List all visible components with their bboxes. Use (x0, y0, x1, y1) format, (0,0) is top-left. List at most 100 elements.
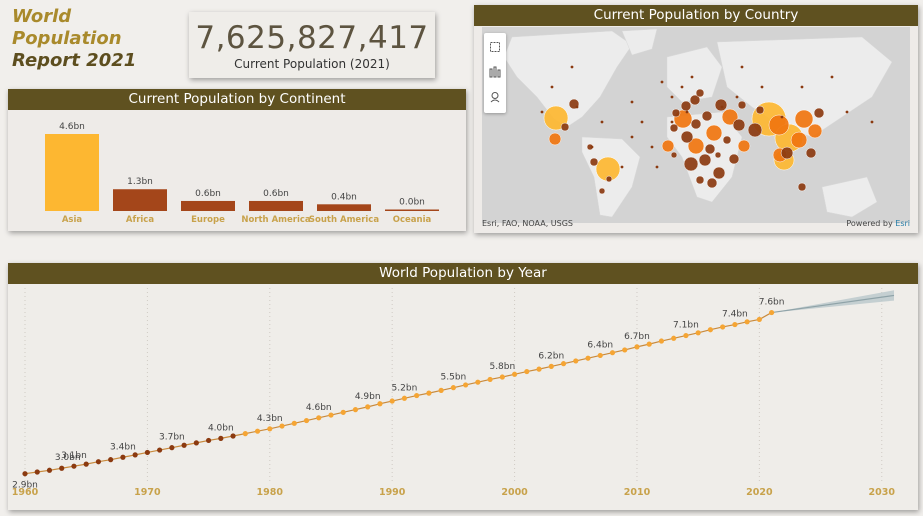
population-point (169, 445, 175, 451)
population-data-label: 6.7bn (624, 332, 650, 342)
country-marker (780, 115, 784, 119)
population-point (242, 431, 248, 437)
population-data-label: 7.4bn (722, 310, 748, 320)
country-bubble (714, 98, 728, 112)
country-bubble (712, 166, 726, 180)
population-point (548, 363, 554, 369)
population-data-label: 4.0bn (208, 423, 234, 433)
country-bubble (560, 122, 570, 132)
population-point (609, 350, 616, 356)
country-marker (620, 165, 624, 169)
population-data-label: 3.0bn (55, 453, 81, 463)
country-bubble (683, 156, 699, 172)
country-bubble (797, 182, 807, 192)
country-bubble (768, 114, 790, 136)
population-point (707, 327, 714, 333)
continent-chart-card: Current Population by Continent 4.6bn Asi… (8, 89, 466, 231)
population-data-label: 4.9bn (355, 392, 381, 402)
country-bubble (695, 88, 705, 98)
x-tick-label: 2030 (869, 487, 896, 498)
country-bubble (698, 153, 712, 167)
rectangle-select-icon[interactable] (484, 36, 506, 58)
population-data-label: 2.9bn (12, 481, 38, 491)
population-data-label: 6.2bn (538, 351, 564, 361)
population-kpi-label: Current Population (2021) (234, 57, 390, 71)
country-bubble (728, 153, 740, 165)
country-bubble (671, 108, 681, 118)
population-point (365, 404, 371, 410)
country-marker (640, 120, 644, 124)
population-point (181, 442, 187, 448)
country-bubble (706, 177, 718, 189)
population-point (377, 401, 383, 407)
country-bubble (680, 130, 694, 144)
continent-category-label: North America (241, 215, 311, 225)
country-bubble (737, 139, 751, 153)
population-point (695, 330, 701, 336)
population-point (732, 321, 738, 328)
country-marker (670, 120, 674, 124)
country-bubble (722, 135, 732, 145)
continent-data-label: 0.6bn (195, 189, 221, 199)
country-bubble (690, 118, 702, 130)
population-point (205, 437, 212, 444)
continent-category-label: Asia (62, 215, 83, 225)
continent-bar (181, 200, 235, 211)
population-point (560, 361, 567, 367)
europe-landmass (666, 46, 723, 103)
continent-bar (113, 189, 167, 211)
population-point (536, 366, 542, 372)
map-toolbar (484, 33, 506, 113)
country-marker (845, 110, 849, 114)
continent-data-label: 0.6bn (263, 189, 289, 199)
population-point (756, 316, 762, 323)
country-bubble (737, 100, 747, 110)
population-by-year-title: World Population by Year (8, 263, 918, 284)
x-tick-label: 2000 (501, 487, 528, 498)
report-title: World Population Report 2021 (12, 6, 182, 72)
continent-bar (317, 204, 371, 211)
report-title-line-3: Report 2021 (12, 50, 137, 71)
population-point (34, 469, 40, 475)
country-bubbles (540, 65, 874, 195)
country-bubble (755, 105, 765, 115)
country-marker (655, 165, 659, 169)
lasso-select-icon[interactable] (484, 61, 506, 83)
continent-data-label: 1.3bn (127, 177, 153, 187)
population-point (573, 358, 579, 364)
population-point (108, 457, 114, 463)
country-map-card: Current Population by Country Esri, FAO,… (474, 5, 918, 233)
country-bubble (805, 147, 817, 159)
population-point (499, 374, 505, 380)
locate-icon[interactable] (484, 86, 506, 108)
population-data-label: 5.5bn (441, 373, 467, 383)
population-point (389, 398, 395, 404)
world-map[interactable] (482, 27, 910, 223)
population-point (193, 440, 199, 446)
population-point (352, 407, 359, 413)
country-bubble (714, 151, 722, 159)
country-bubble (598, 187, 606, 195)
population-point (328, 412, 334, 418)
country-marker (630, 100, 634, 104)
continent-bar (385, 209, 439, 211)
country-marker (600, 120, 604, 124)
population-point (267, 426, 273, 432)
country-marker (720, 105, 724, 109)
continent-chart-title: Current Population by Continent (8, 89, 466, 110)
country-marker (830, 75, 834, 79)
population-data-label: 5.8bn (489, 362, 515, 372)
x-tick-label: 1980 (257, 487, 284, 498)
population-data-label: 4.6bn (306, 403, 332, 413)
country-bubble (747, 122, 763, 138)
report-title-line-2: Population (12, 28, 122, 49)
esri-link[interactable]: Esri (895, 219, 910, 228)
country-bubble (794, 109, 814, 129)
x-tick-label: 2010 (624, 487, 651, 498)
country-bubble (589, 157, 599, 167)
population-point (671, 335, 677, 341)
country-marker (650, 145, 654, 149)
map-powered-by: Powered by Esri (846, 219, 910, 228)
population-point (511, 371, 518, 377)
country-bubble (680, 100, 692, 112)
